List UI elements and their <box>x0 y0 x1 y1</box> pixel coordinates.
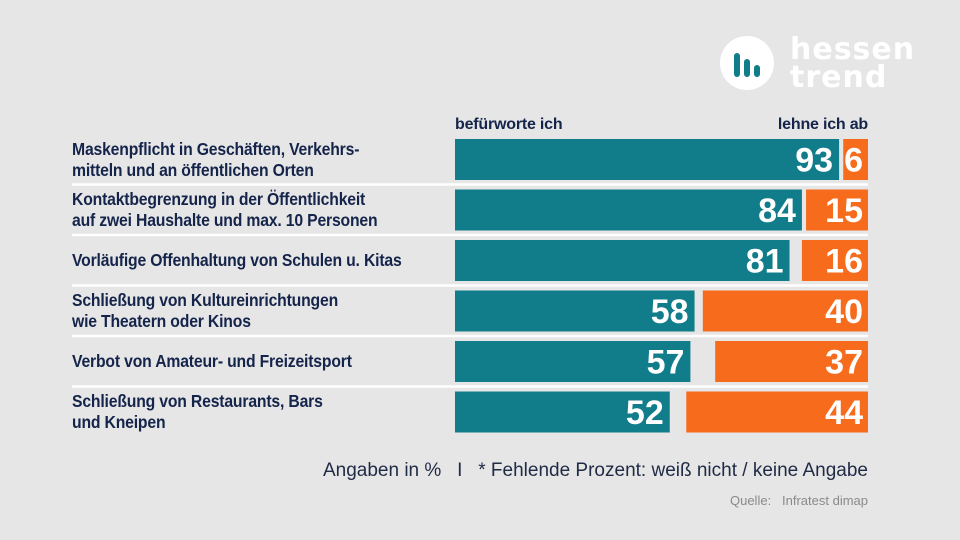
value-label-approve: 81 <box>746 243 784 281</box>
bar-approve <box>455 240 790 281</box>
value-label-approve: 58 <box>651 293 689 331</box>
bar-reject <box>702 290 868 332</box>
value-label-reject: 15 <box>825 192 863 230</box>
source-note: Quelle: Infratest dimap <box>729 493 868 508</box>
footnote: Angaben in % I * Fehlende Prozent: weiß … <box>322 460 868 481</box>
category-label: Schließung von Restaurants, Bars und Kne… <box>72 391 323 432</box>
bars-icon-strokes <box>734 53 760 77</box>
brand-logo <box>720 36 774 90</box>
bar-approve <box>455 189 802 231</box>
bar-approve <box>455 341 691 382</box>
bar-reject <box>715 341 868 382</box>
bar-reject <box>806 189 868 231</box>
category-label: Verbot von Amateur- und Freizeitsport <box>72 351 352 371</box>
bar-approve <box>455 391 670 433</box>
value-label-reject: 37 <box>825 344 863 382</box>
bar-reject <box>686 391 868 433</box>
value-label-reject: 6 <box>844 142 863 180</box>
brand-name-line1: hessen <box>790 32 916 67</box>
bar-reject <box>843 139 868 180</box>
category-label: Kontaktbegrenzung in der Öffentlichkeit … <box>72 189 378 230</box>
bar-approve <box>455 290 695 332</box>
value-label-approve: 84 <box>758 192 796 230</box>
value-label-approve: 52 <box>626 394 664 432</box>
category-label: Schließung von Kultureinrichtungen wie T… <box>72 290 339 331</box>
value-label-approve: 57 <box>647 344 685 382</box>
value-label-reject: 40 <box>825 293 863 331</box>
bar-approve <box>455 139 840 180</box>
category-label: Vorläufige Offenhaltung von Schulen u. K… <box>72 250 402 270</box>
value-label-approve: 93 <box>795 142 833 180</box>
value-label-reject: 16 <box>825 243 863 281</box>
legend-reject: lehne ich ab <box>777 116 868 133</box>
category-label: Maskenpflicht in Geschäften, Verkehrs- m… <box>72 138 360 180</box>
legend-approve: befürworte ich <box>455 116 563 133</box>
bar-reject <box>801 240 868 281</box>
value-label-reject: 44 <box>825 394 863 432</box>
brand-name-line2: trend <box>790 60 888 95</box>
